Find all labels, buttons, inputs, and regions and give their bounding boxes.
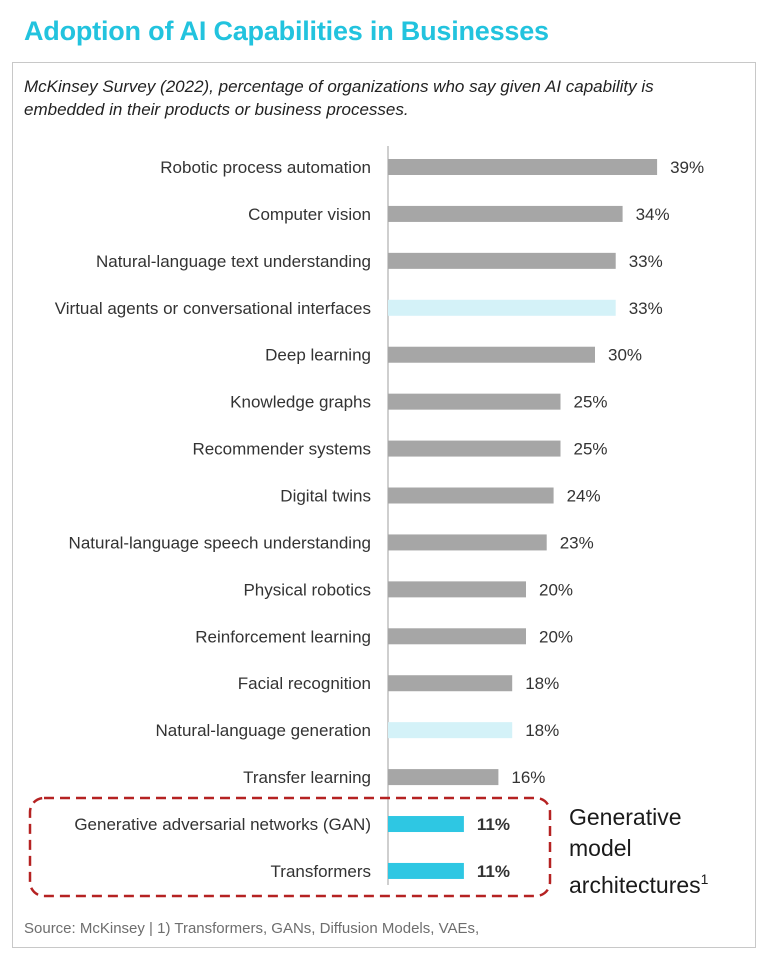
value-label-natural-language-generation: 18% [525,721,559,740]
value-label-natural-language-text-understanding: 33% [629,252,663,271]
chart-title: Adoption of AI Capabilities in Businesse… [24,16,549,46]
bar-transfer-learning [388,769,499,786]
annotation-line-1: Generative [569,804,682,830]
generative-models-dashed-box [28,796,552,898]
bar-recommender-systems [388,440,561,457]
category-label-transfer-learning: Transfer learning [243,768,371,787]
bar-generative-adversarial-networks-gan [388,816,464,833]
category-label-robotic-process-automation: Robotic process automation [160,158,371,177]
annotation-line-2: model [569,835,632,861]
annotation-line-3-text: architectures [569,872,701,898]
category-label-transformers: Transformers [271,862,371,881]
value-label-recommender-systems: 25% [574,440,608,459]
bar-natural-language-generation [388,722,513,739]
category-label-reinforcement-learning: Reinforcement learning [195,627,371,646]
chart-subtitle: McKinsey Survey (2022), percentage of or… [24,77,654,119]
generative-models-annotation: Generative model architectures1 [569,802,708,901]
bar-facial-recognition [388,675,513,692]
category-label-deep-learning: Deep learning [265,346,371,365]
category-label-knowledge-graphs: Knowledge graphs [230,393,371,412]
value-label-deep-learning: 30% [608,346,642,365]
category-label-natural-language-speech-understanding: Natural-language speech understanding [69,533,371,552]
category-label-recommender-systems: Recommender systems [192,440,371,459]
value-label-computer-vision: 34% [636,205,670,224]
value-label-digital-twins: 24% [567,487,601,506]
value-label-generative-adversarial-networks-gan: 11% [477,815,510,834]
value-label-physical-robotics: 20% [539,580,573,599]
value-label-reinforcement-learning: 20% [539,627,573,646]
category-label-digital-twins: Digital twins [280,487,371,506]
bar-computer-vision [388,205,623,222]
footnote-marker: 1 [700,871,709,887]
category-label-natural-language-generation: Natural-language generation [156,721,372,740]
bar-knowledge-graphs [388,393,561,410]
category-label-virtual-agents-or-conversational-interfaces: Virtual agents or conversational interfa… [55,299,371,318]
chart-panel [12,62,756,948]
bar-robotic-process-automation [388,159,658,175]
category-label-facial-recognition: Facial recognition [238,674,371,693]
category-label-computer-vision: Computer vision [248,205,371,224]
value-label-knowledge-graphs: 25% [574,393,608,412]
category-label-physical-robotics: Physical robotics [243,580,371,599]
bar-natural-language-speech-understanding [388,534,547,551]
bar-reinforcement-learning [388,628,526,645]
value-label-facial-recognition: 18% [525,674,559,693]
bar-deep-learning [388,346,595,363]
source-note: Source: McKinsey | 1) Transformers, GANs… [24,920,480,937]
bar-natural-language-text-understanding [388,252,616,269]
value-label-transfer-learning: 16% [511,768,545,787]
bar-digital-twins [388,487,554,504]
value-label-virtual-agents-or-conversational-interfaces: 33% [629,299,663,318]
bar-physical-robotics [388,581,526,598]
value-label-natural-language-speech-understanding: 23% [560,533,594,552]
value-label-robotic-process-automation: 39% [670,158,704,177]
bar-virtual-agents-or-conversational-interfaces [388,299,616,316]
category-label-generative-adversarial-networks-gan: Generative adversarial networks (GAN) [74,815,371,834]
annotation-line-3: architectures1 [569,864,708,901]
category-label-natural-language-text-understanding: Natural-language text understanding [96,252,371,271]
bar-transformers [388,862,464,879]
value-label-transformers: 11% [477,862,510,881]
